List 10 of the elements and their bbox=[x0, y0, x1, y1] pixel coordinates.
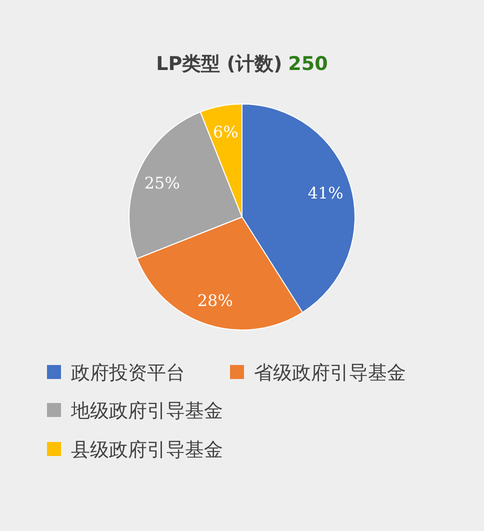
legend-label: 地级政府引导基金 bbox=[70, 400, 223, 422]
chart-title: LP类型 (计数) bbox=[156, 53, 282, 75]
data-label: 41% bbox=[308, 184, 344, 203]
legend-label: 县级政府引导基金 bbox=[71, 439, 223, 461]
data-label: 28% bbox=[197, 290, 233, 310]
legend-label: 省级政府引导基金 bbox=[254, 362, 406, 384]
legend-label: 政府投资平台 bbox=[71, 362, 185, 384]
data-label: 6% bbox=[213, 122, 238, 142]
data-label: 25% bbox=[144, 173, 180, 192]
text: 250 bbox=[288, 53, 328, 75]
